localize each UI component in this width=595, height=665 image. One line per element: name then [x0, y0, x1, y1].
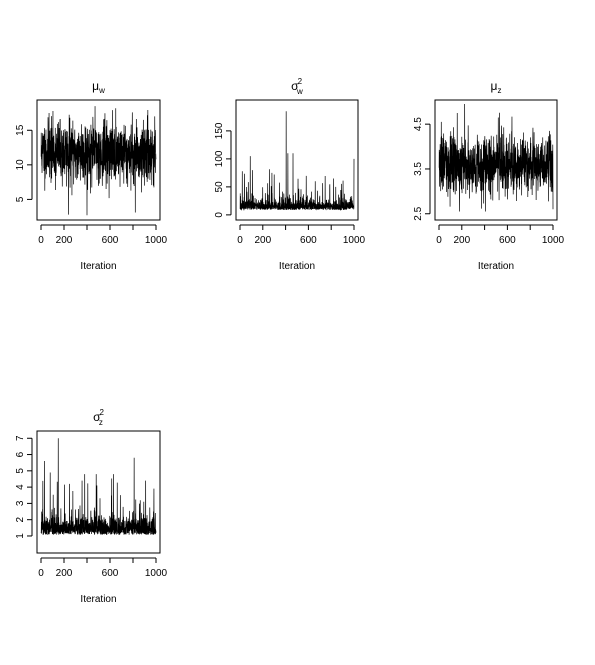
- x-tick-label: 200: [254, 235, 271, 246]
- y-axis: 0 50 100 150: [214, 122, 232, 218]
- y-tick-label: 10: [15, 159, 26, 171]
- y-tick-label: 15: [15, 124, 26, 136]
- y-tick-label: 150: [214, 122, 225, 139]
- y-tick-label: 0: [214, 212, 225, 218]
- plot-frame: [235, 99, 359, 221]
- x-tick-label: 600: [499, 235, 516, 246]
- x-tick-label: 200: [56, 568, 73, 579]
- y-tick-label: 50: [214, 181, 225, 193]
- title-superscript: 2: [298, 77, 303, 86]
- trace-series-line: [40, 438, 157, 536]
- x-axis: 0 200 600 1000: [38, 224, 168, 246]
- chart-title: σ2 w: [291, 77, 303, 96]
- y-tick-label: 5: [15, 196, 26, 202]
- y-tick-label: 1: [15, 533, 26, 539]
- y-tick-label: 5: [15, 468, 26, 474]
- y-axis: 2.5 3.5 4.5: [413, 117, 431, 221]
- x-tick-label: 200: [56, 235, 73, 246]
- title-superscript: 2: [99, 408, 104, 417]
- chart-title: μz: [491, 79, 502, 95]
- y-tick-label: 6: [15, 451, 26, 457]
- x-axis-label: Iteration: [478, 261, 514, 272]
- x-tick-label: 600: [300, 235, 317, 246]
- title-subscript: w: [98, 86, 105, 95]
- x-axis-label: Iteration: [80, 594, 116, 605]
- x-axis: 0 200 600 1000: [38, 557, 168, 579]
- trace-panel-1: μw 0 200 600 1000 Iteration 5 10 15: [15, 79, 168, 272]
- y-tick-label: 2: [15, 516, 26, 522]
- title-subscript: z: [497, 86, 501, 95]
- title-symbol: μ: [92, 79, 99, 93]
- trace-panel-2: σ2 w 0 200 600 1000 Iteration 0 50 100 150: [214, 77, 366, 272]
- y-tick-label: 2.5: [413, 206, 424, 220]
- chart-title: σ2 z: [93, 408, 104, 427]
- y-axis: 1 2 3 4 5 6 7: [15, 435, 33, 539]
- x-tick-label: 1000: [343, 235, 366, 246]
- trace-panel-3: μz 0 200 600 1000 Iteration 2.5 3.5 4.5: [413, 79, 565, 272]
- y-tick-label: 100: [214, 150, 225, 167]
- x-tick-label: 0: [38, 568, 44, 579]
- trace-series-line: [438, 103, 554, 212]
- chart-title: μw: [92, 79, 105, 95]
- x-axis-label: Iteration: [279, 261, 315, 272]
- trace-series-line: [239, 111, 355, 211]
- plot-frame: [36, 99, 161, 221]
- y-tick-label: 4: [15, 484, 26, 490]
- x-axis: 0 200 600 1000: [436, 224, 565, 246]
- y-tick-label: 4.5: [413, 117, 424, 131]
- x-tick-label: 600: [102, 568, 119, 579]
- x-tick-label: 0: [436, 235, 442, 246]
- title-subscript: z: [99, 418, 103, 427]
- title-symbol: σ: [93, 410, 101, 424]
- x-axis-label: Iteration: [80, 261, 116, 272]
- plot-frame: [36, 430, 161, 554]
- y-axis: 5 10 15: [15, 124, 33, 202]
- x-tick-label: 600: [102, 235, 119, 246]
- x-tick-label: 1000: [145, 568, 168, 579]
- title-symbol: μ: [491, 79, 498, 93]
- y-tick-label: 3: [15, 500, 26, 506]
- plot-frame: [434, 99, 558, 221]
- x-tick-label: 0: [38, 235, 44, 246]
- y-tick-label: 3.5: [413, 162, 424, 176]
- x-tick-label: 0: [237, 235, 243, 246]
- title-subscript: w: [296, 87, 303, 96]
- x-axis: 0 200 600 1000: [237, 224, 366, 246]
- y-tick-label: 7: [15, 435, 26, 441]
- x-tick-label: 200: [453, 235, 470, 246]
- trace-series-line: [40, 106, 157, 216]
- title-symbol: σ: [291, 79, 299, 93]
- x-tick-label: 1000: [542, 235, 565, 246]
- x-tick-label: 1000: [145, 235, 168, 246]
